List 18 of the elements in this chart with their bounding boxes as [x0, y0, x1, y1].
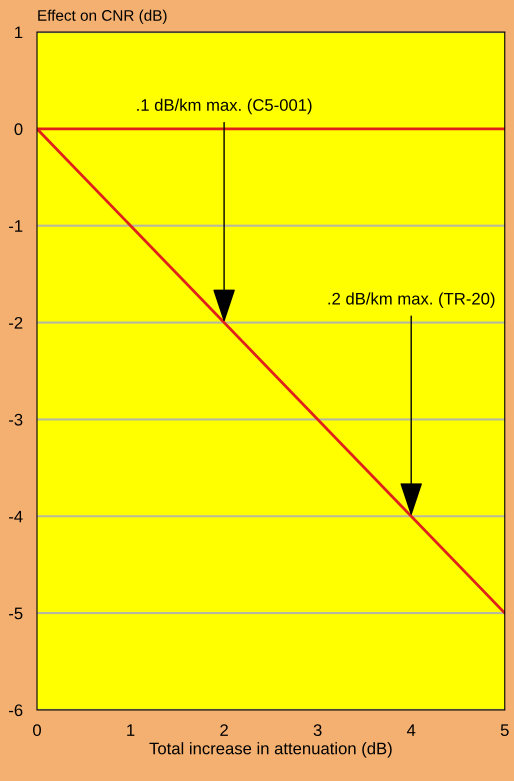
- y-axis-title: Effect on CNR (dB): [38, 10, 167, 24]
- annotation: .2 dB/km max. (TR-20): [328, 292, 494, 308]
- x-tick-label: 3: [314, 724, 322, 736]
- annotation: .1 dB/km max. (C5-001): [137, 98, 312, 114]
- y-tick-label: -6: [9, 704, 22, 716]
- x-tick-label: 5: [500, 724, 509, 736]
- y-tick-label: -5: [9, 608, 22, 620]
- x-axis-title: Total increase in attenuation (dB): [149, 742, 392, 758]
- y-tick-label: 0: [14, 123, 22, 136]
- x-tick-label: 1: [127, 724, 134, 736]
- y-tick-label: -2: [9, 316, 22, 329]
- y-tick-label: -3: [9, 414, 22, 426]
- y-tick-label: -4: [9, 510, 23, 522]
- x-tick-label: 2: [220, 724, 228, 736]
- y-tick-label: 1: [15, 26, 22, 38]
- y-tick-label: -1: [9, 220, 22, 232]
- x-tick-label: 4: [406, 724, 416, 736]
- x-tick-label: 0: [33, 724, 41, 736]
